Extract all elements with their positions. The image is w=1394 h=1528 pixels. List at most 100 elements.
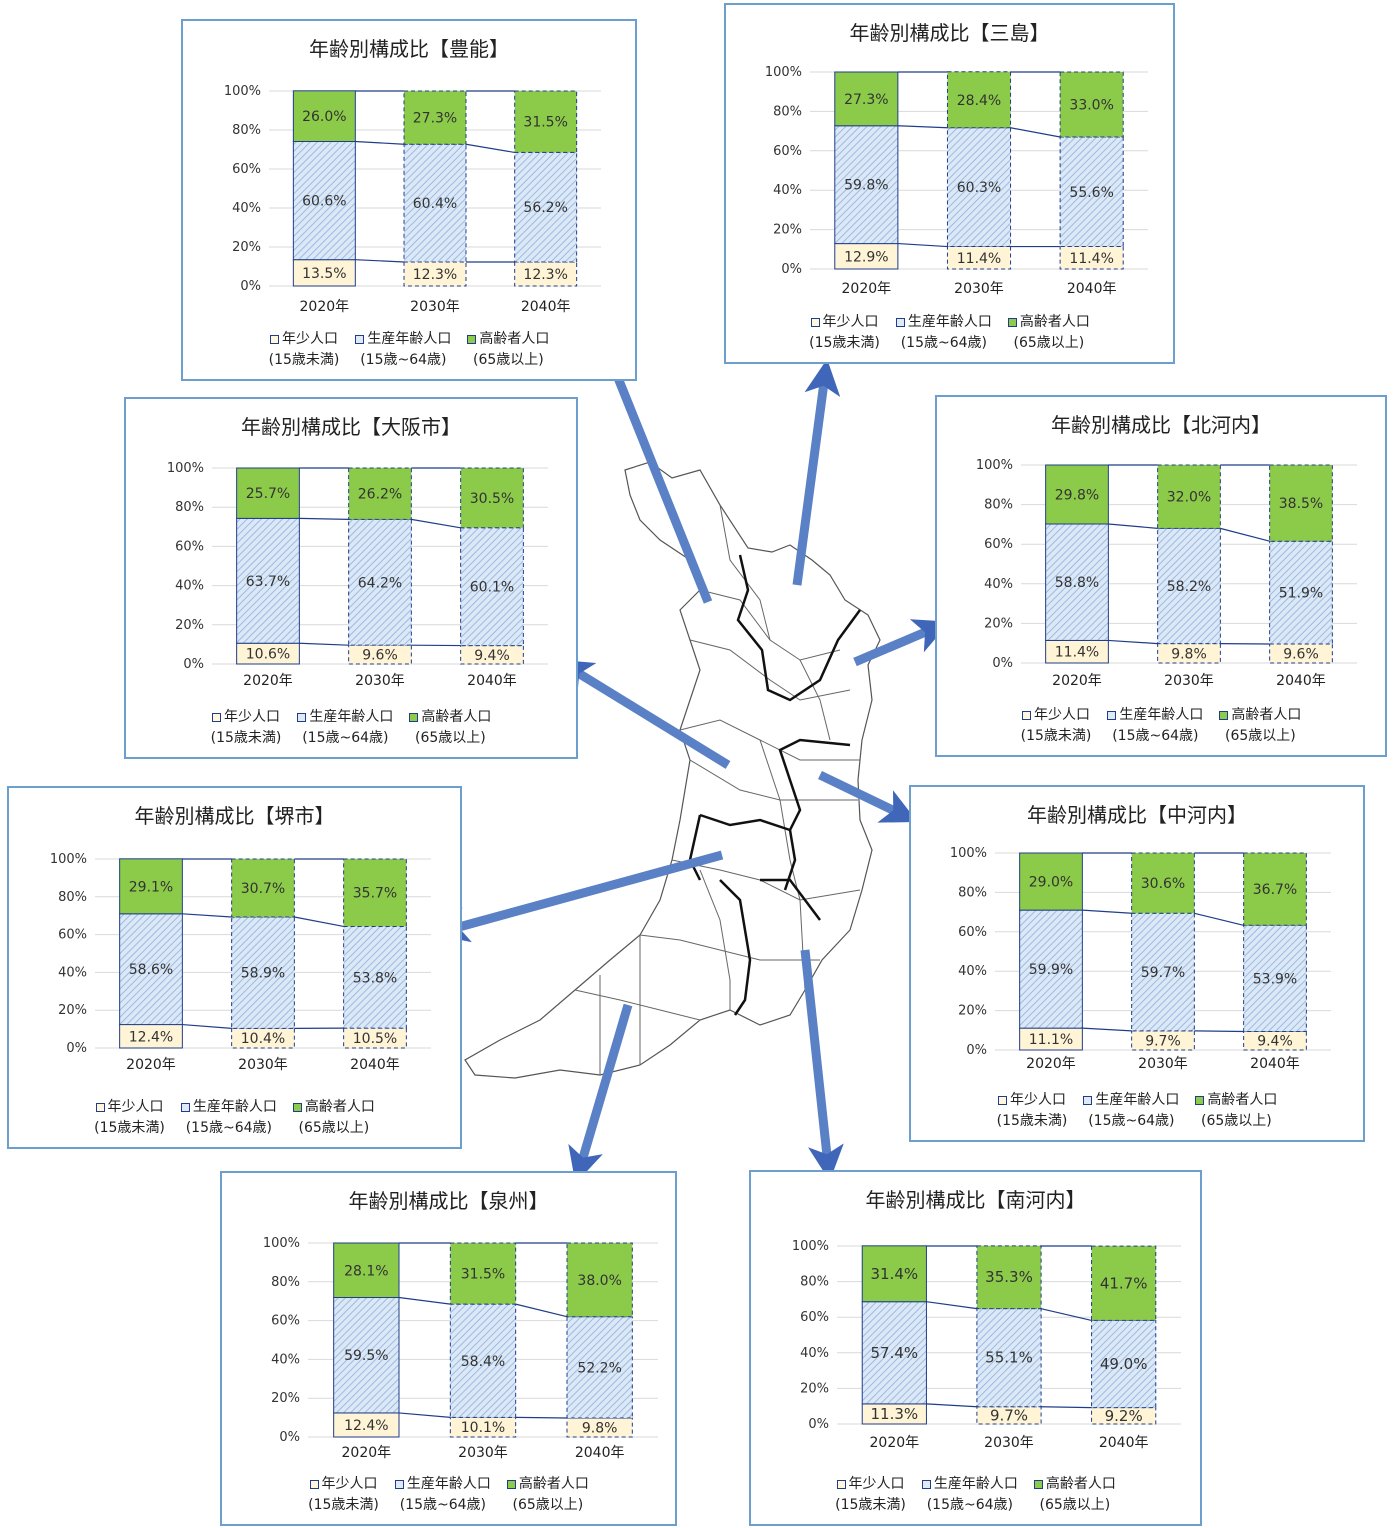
legend-label: 年少人口	[224, 707, 280, 728]
legend-sublabel: (15歳未満)	[94, 1118, 165, 1139]
x-category-label: 2020年	[300, 299, 350, 315]
y-tick-label: 80%	[175, 500, 204, 515]
y-tick-label: 0%	[66, 1041, 87, 1056]
bar-value-label: 30.5%	[470, 491, 514, 507]
legend-sublabel: (65歳以上)	[473, 350, 544, 371]
y-tick-label: 80%	[958, 885, 987, 900]
legend-label: 年少人口	[1034, 705, 1090, 726]
x-category-label: 2020年	[126, 1057, 176, 1073]
legend-sublabel: (15歳~64歳)	[400, 1495, 486, 1516]
y-tick-label: 60%	[800, 1310, 829, 1325]
bar-value-label: 11.4%	[1055, 645, 1099, 661]
x-category-label: 2040年	[1067, 281, 1117, 297]
y-tick-label: 100%	[950, 846, 987, 861]
y-tick-label: 40%	[175, 579, 204, 594]
legend-item-youth: 年少人口(15歳未満)	[94, 1097, 165, 1139]
y-tick-label: 100%	[976, 458, 1013, 473]
y-tick-label: 60%	[984, 537, 1013, 552]
bar-value-label: 31.4%	[871, 1265, 919, 1283]
series-connector-line	[1220, 528, 1269, 541]
y-tick-label: 60%	[773, 144, 802, 159]
x-category-label: 2020年	[243, 673, 293, 689]
legend-item-working: 生産年齢人口(15歳~64歳)	[922, 1474, 1018, 1516]
chart-legend: 年少人口(15歳未満) 生産年齢人口(15歳~64歳) 高齢者人口(65歳以上)	[751, 1474, 1200, 1516]
bar-value-label: 51.9%	[1279, 586, 1323, 602]
series-connector-line	[1082, 1028, 1131, 1031]
y-tick-label: 40%	[271, 1352, 300, 1367]
legend-swatch-youth	[96, 1103, 105, 1112]
legend-sublabel: (65歳以上)	[1040, 1495, 1111, 1516]
x-category-label: 2020年	[842, 281, 892, 297]
series-connector-line	[1041, 1309, 1091, 1321]
chart-legend: 年少人口(15歳未満) 生産年齢人口(15歳~64歳) 高齢者人口(65歳以上)	[126, 707, 576, 749]
legend-sublabel: (15歳~64歳)	[1112, 726, 1198, 747]
legend-swatch-elderly	[467, 335, 476, 344]
y-tick-label: 100%	[263, 1236, 300, 1251]
bar-value-label: 13.5%	[302, 266, 346, 282]
bar-value-label: 9.8%	[582, 1420, 618, 1436]
bar-value-label: 9.7%	[1145, 1033, 1181, 1049]
series-connector-line	[1108, 640, 1157, 643]
legend-label: 年少人口	[282, 329, 338, 350]
legend-item-working: 生産年齢人口(15歳~64歳)	[1107, 705, 1203, 747]
legend-sublabel: (15歳未満)	[269, 350, 340, 371]
series-connector-line	[1082, 910, 1131, 913]
y-tick-label: 80%	[271, 1275, 300, 1290]
legend-label: 高齢者人口	[421, 707, 491, 728]
bar-value-label: 12.4%	[344, 1418, 388, 1434]
legend-item-youth: 年少人口(15歳未満)	[1021, 705, 1092, 747]
bar-value-label: 41.7%	[1100, 1274, 1148, 1292]
legend-sublabel: (15歳未満)	[1021, 726, 1092, 747]
chart-panel-minamikawachi: 年齢別構成比【南河内】 0%20%40%60%80%100%11.3%57.4%…	[749, 1170, 1202, 1526]
series-connector-line	[411, 519, 460, 527]
bar-value-label: 26.0%	[302, 109, 346, 125]
x-category-label: 2030年	[984, 1435, 1034, 1451]
bar-value-label: 29.8%	[1055, 488, 1099, 504]
bar-value-label: 12.4%	[129, 1029, 173, 1045]
arrow-to-mishima	[797, 375, 825, 585]
y-tick-label: 80%	[800, 1275, 829, 1290]
bar-value-label: 56.2%	[523, 200, 567, 216]
chart-legend: 年少人口(15歳未満) 生産年齢人口(15歳~64歳) 高齢者人口(65歳以上)	[183, 329, 635, 371]
bar-value-label: 9.2%	[1105, 1407, 1143, 1425]
legend-swatch-youth	[1022, 711, 1031, 720]
series-connector-line	[182, 1025, 231, 1029]
x-category-label: 2030年	[1138, 1056, 1188, 1072]
legend-item-working: 生産年齢人口(15歳~64歳)	[896, 312, 992, 354]
bar-value-label: 58.8%	[1055, 575, 1099, 591]
legend-swatch-elderly	[293, 1103, 302, 1112]
legend-label: 高齢者人口	[1231, 705, 1301, 726]
legend-swatch-youth	[811, 318, 820, 327]
y-tick-label: 20%	[958, 1004, 987, 1019]
legend-sublabel: (65歳以上)	[1014, 333, 1085, 354]
bar-value-label: 27.3%	[844, 92, 888, 108]
y-tick-label: 80%	[773, 104, 802, 119]
legend-label: 年少人口	[823, 312, 879, 333]
bar-value-label: 59.5%	[344, 1348, 388, 1364]
chart-legend: 年少人口(15歳未満) 生産年齢人口(15歳~64歳) 高齢者人口(65歳以上)	[726, 312, 1173, 354]
y-tick-label: 100%	[765, 65, 802, 80]
bar-value-label: 9.8%	[1171, 646, 1207, 662]
legend-label: 高齢者人口	[305, 1097, 375, 1118]
y-tick-label: 0%	[183, 657, 204, 672]
bar-value-label: 12.3%	[413, 267, 457, 283]
legend-label: 生産年齢人口	[367, 329, 451, 350]
bar-value-label: 28.4%	[957, 93, 1001, 109]
series-connector-line	[1108, 524, 1157, 528]
legend-sublabel: (15歳~64歳)	[360, 350, 446, 371]
bar-value-label: 29.0%	[1029, 875, 1073, 891]
legend-swatch-working	[1083, 1096, 1092, 1105]
legend-swatch-working	[181, 1103, 190, 1112]
legend-item-youth: 年少人口(15歳未満)	[211, 707, 282, 749]
legend-item-working: 生産年齢人口(15歳~64歳)	[395, 1474, 491, 1516]
chart-panel-osaka-city: 年齢別構成比【大阪市】 0%20%40%60%80%100%10.6%63.7%…	[124, 397, 578, 759]
bar-value-label: 58.4%	[461, 1354, 505, 1370]
bar-value-label: 59.9%	[1029, 962, 1073, 978]
legend-sublabel: (65歳以上)	[1225, 726, 1296, 747]
bar-value-label: 9.4%	[1257, 1034, 1293, 1050]
legend-item-youth: 年少人口(15歳未満)	[308, 1474, 379, 1516]
bar-value-label: 35.3%	[985, 1268, 1033, 1286]
x-category-label: 2020年	[870, 1435, 920, 1451]
series-connector-line	[926, 1404, 976, 1407]
bar-value-label: 31.5%	[461, 1267, 505, 1283]
